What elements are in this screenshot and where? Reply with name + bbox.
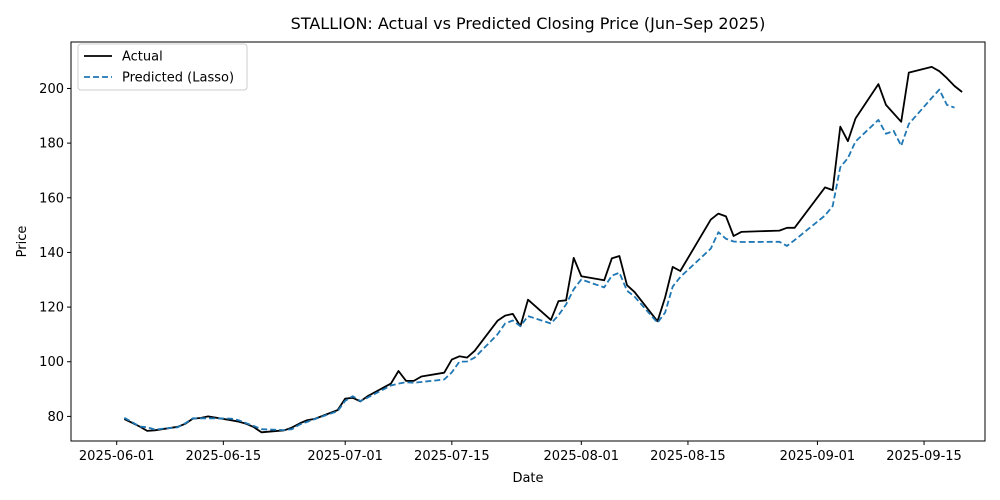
x-tick-label: 2025-06-01 <box>79 449 155 464</box>
y-tick-label: 140 <box>39 246 64 261</box>
y-axis-label: Price <box>15 226 30 258</box>
x-axis-label: Date <box>512 471 543 486</box>
x-axis-ticks: 2025-06-01 2025-06-15 2025-07-01 2025-07-15… <box>79 441 962 464</box>
plot-frame <box>70 41 986 442</box>
legend-label: Actual <box>122 50 163 65</box>
y-tick-label: 160 <box>39 191 64 206</box>
y-tick-label: 80 <box>47 410 64 425</box>
legend-box <box>77 43 248 91</box>
x-tick-label: 2025-07-01 <box>307 449 383 464</box>
chart-title: STALLION: Actual vs Predicted Closing Pr… <box>291 14 766 33</box>
x-tick-label: 2025-09-15 <box>886 449 962 464</box>
series-line-predicted <box>123 88 955 431</box>
x-tick-label: 2025-08-01 <box>544 449 620 464</box>
x-tick-label: 2025-07-15 <box>414 449 490 464</box>
y-tick-label: 100 <box>39 355 64 370</box>
legend: Actual Predicted (Lasso) <box>77 43 248 91</box>
y-axis-ticks: 80 100 120 140 160 180 200 <box>39 82 71 425</box>
legend-label: Predicted (Lasso) <box>122 71 234 86</box>
y-tick-label: 200 <box>39 82 64 97</box>
series-line-actual <box>123 66 963 434</box>
plot-area <box>123 66 963 434</box>
x-tick-label: 2025-06-15 <box>186 449 262 464</box>
y-tick-label: 180 <box>39 137 64 152</box>
x-tick-label: 2025-09-01 <box>780 449 856 464</box>
x-tick-label: 2025-08-15 <box>650 449 726 464</box>
y-tick-label: 120 <box>39 301 64 316</box>
